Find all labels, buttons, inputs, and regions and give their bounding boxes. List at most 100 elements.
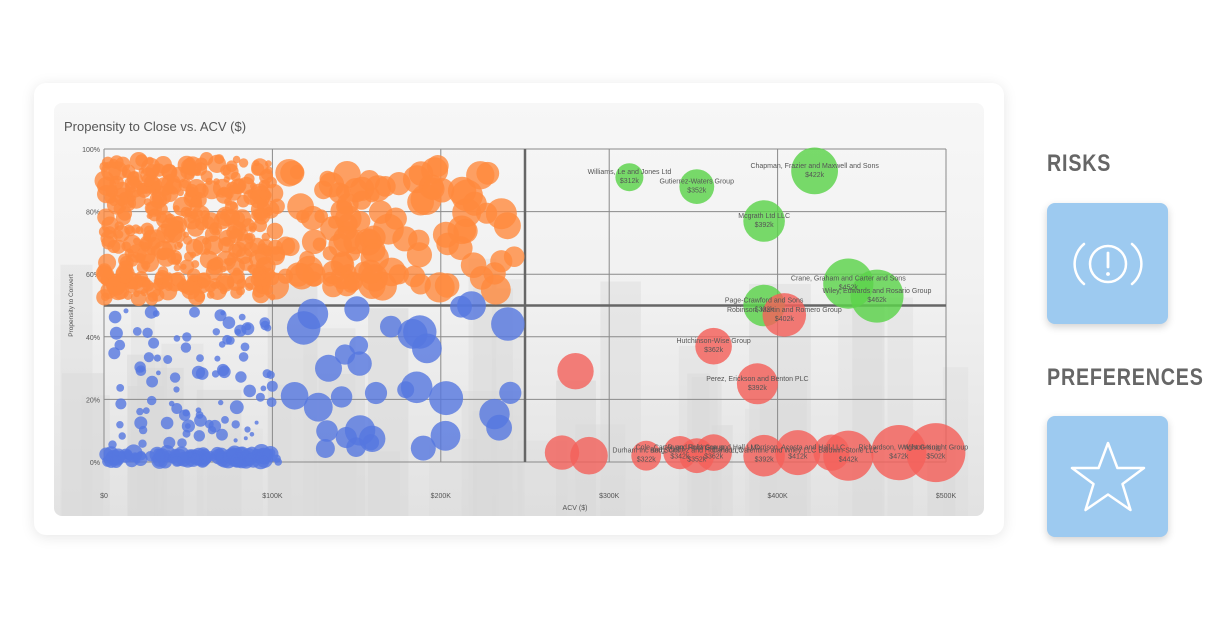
orange-bubble (203, 248, 211, 255)
account-name-label: Page-Crawford and Sons (725, 298, 804, 305)
blue-bubble (169, 372, 181, 383)
blue-bubble (240, 342, 250, 352)
blue-bubble (153, 354, 161, 362)
blue-bubble (138, 439, 147, 448)
blue-bubble (238, 313, 246, 321)
orange-bubble (204, 226, 221, 242)
blue-bubble (222, 334, 233, 345)
blue-bubble (154, 448, 169, 463)
orange-bubble (173, 264, 181, 272)
x-tick-label: $0 (100, 493, 108, 500)
orange-bubble (476, 202, 498, 224)
orange-bubble (178, 178, 192, 192)
account-value-label: $392k (755, 222, 775, 229)
x-tick-label: $500K (936, 493, 957, 500)
blue-bubble (316, 420, 338, 442)
blue-bubble (216, 428, 228, 441)
blue-bubble (142, 327, 153, 338)
orange-bubble (190, 195, 202, 208)
orange-bubble (114, 230, 124, 239)
blue-bubble (244, 453, 257, 465)
blue-bubble (216, 363, 230, 377)
blue-bubble (303, 392, 333, 422)
orange-bubble (215, 273, 235, 292)
blue-bubble (214, 355, 221, 362)
blue-bubble (115, 398, 127, 410)
blue-bubble (136, 407, 144, 416)
blue-bubble (344, 296, 370, 322)
account-value-label: $322k (637, 457, 657, 464)
orange-bubble (115, 156, 131, 172)
orange-bubble (332, 251, 354, 273)
orange-bubble (130, 195, 137, 202)
y-tick-label: 60% (86, 272, 100, 279)
account-value-label: $392k (748, 385, 768, 392)
account-name-label: Gutierrez-Waters Group (660, 179, 735, 186)
account-bubble (743, 200, 785, 242)
blue-bubble (233, 438, 238, 443)
orange-bubble (170, 253, 182, 265)
orange-bubble (312, 237, 327, 251)
account-name-label: Wiley, Edwards and Rosario Group (823, 288, 932, 295)
orange-bubble (266, 222, 284, 240)
blue-bubble (231, 420, 240, 429)
account-bubble (906, 423, 966, 483)
account-bubble (850, 269, 904, 323)
account-value-label: $362k (704, 454, 724, 461)
orange-bubble (140, 288, 149, 297)
blue-bubble (132, 327, 142, 336)
blue-bubble (297, 298, 329, 330)
orange-bubble (145, 164, 160, 179)
chart-title: Propensity to Close vs. ACV ($) (64, 119, 247, 134)
blue-bubble (272, 454, 281, 463)
blue-bubble (222, 316, 236, 329)
blue-bubble (430, 420, 461, 451)
account-name-label: Cole, Carter and Ruiz Group (636, 445, 725, 452)
orange-bubble (233, 267, 241, 276)
orange-bubble (215, 187, 233, 204)
bubble-labels: Williams, Le and Jones Ltd $312k Gutierrez… (588, 163, 969, 464)
orange-bubble (387, 172, 411, 196)
blue-bubble (124, 444, 143, 463)
account-name-label: Carlson, Valentine and Wiley LLC (712, 448, 816, 455)
account-bubble (762, 293, 807, 337)
x-tick-label: $100K (262, 493, 283, 500)
account-bubble (695, 434, 732, 471)
orange-bubble (236, 286, 245, 296)
blue-bubble (191, 365, 206, 379)
y-tick-label: 40% (86, 335, 100, 342)
orange-bubble (259, 189, 270, 200)
blue-bubble (209, 454, 217, 462)
skyline-building (600, 281, 641, 516)
red-bubble (544, 435, 580, 470)
blue-bubble (156, 370, 161, 376)
blue-bubble (410, 435, 436, 461)
bubble-chart-panel: $0 $100K $200K $300K $400K $500K 0% 20% 40% 60% 80… (54, 103, 984, 516)
star-icon (1070, 441, 1145, 511)
blue-bubble (315, 439, 335, 458)
orange-bubble (182, 156, 203, 176)
y-tick-label: 0% (90, 460, 100, 467)
risks-tile[interactable] (1047, 203, 1168, 324)
blue-bubble (190, 453, 200, 463)
orange-bubble (253, 218, 267, 233)
blue-bubble (138, 367, 144, 372)
blue-bubble (182, 332, 192, 342)
red-bubble (557, 353, 594, 390)
blue-bubble (146, 375, 158, 388)
account-bubble (615, 163, 644, 192)
account-name-label: Wilson-Knight Group (904, 445, 969, 452)
blue-bubble (196, 354, 204, 362)
preferences-label: PREFERENCES (1047, 364, 1204, 391)
orange-bubble (214, 154, 225, 165)
blue-bubble (234, 328, 241, 335)
preferences-tile[interactable] (1047, 416, 1168, 537)
orange-bubble (333, 225, 361, 254)
blue-bubble (233, 457, 240, 464)
orange-bubble (181, 280, 201, 300)
blue-bubble (182, 429, 191, 438)
orange-bubble (199, 250, 218, 269)
account-value-label: $392k (755, 457, 775, 464)
orange-bubble (262, 284, 274, 295)
account-value-label: $422k (805, 172, 825, 179)
